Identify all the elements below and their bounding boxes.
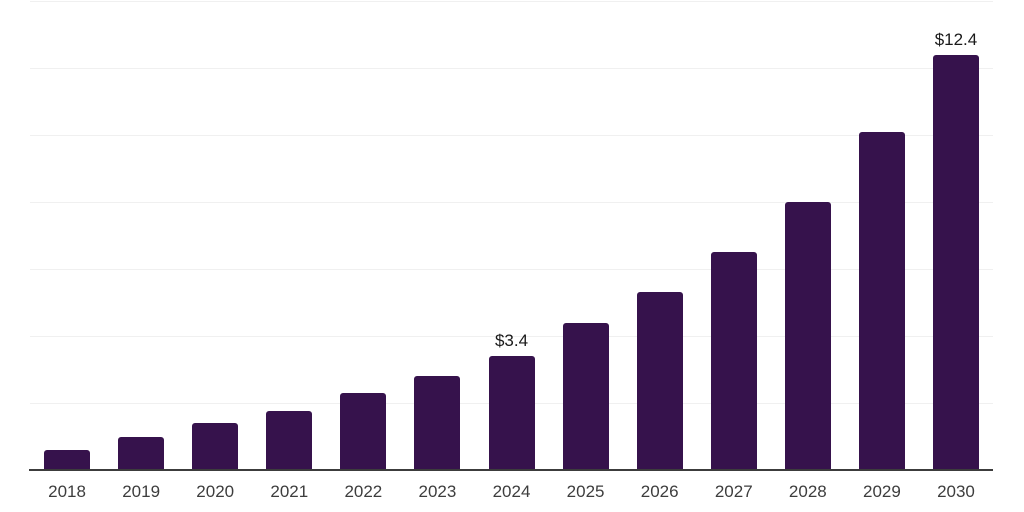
- bar-2019: [118, 436, 165, 470]
- x-tick-label-2021: 2021: [270, 482, 309, 501]
- gridline: [30, 269, 993, 270]
- x-tick-label-2018: 2018: [48, 482, 86, 501]
- bar-2023: [414, 376, 461, 470]
- bar-2029: [858, 131, 905, 470]
- bar-slot: [697, 1, 771, 470]
- gridline: [30, 202, 993, 204]
- x-tick-label-2027: 2027: [714, 482, 753, 501]
- bar-slot: [400, 1, 474, 470]
- bar-slot: [771, 1, 845, 470]
- bar-slot: [549, 1, 623, 470]
- x-tick-label-2019: 2019: [122, 482, 161, 501]
- bar-2022: [340, 392, 387, 470]
- x-tick-label-2024: 2024: [492, 482, 531, 501]
- bars-row: $3.4 $12.4: [30, 1, 993, 470]
- data-label-2024: $3.4: [494, 331, 529, 351]
- bar-2024: $3.4: [488, 332, 535, 470]
- bar-2026: [636, 292, 683, 470]
- bar-2027: [710, 252, 757, 470]
- bar-2025: [562, 322, 609, 470]
- x-tick-label-2025: 2025: [566, 482, 605, 501]
- bar-2030: $12.4: [932, 30, 979, 470]
- gridline: [30, 336, 993, 338]
- x-axis-line: [29, 469, 993, 471]
- bar-slot: [178, 1, 252, 470]
- bar-slot: [326, 1, 400, 470]
- plot-area: $3.4 $12.4: [29, 1, 993, 471]
- bar-slot: $3.4: [474, 1, 548, 470]
- bar-slot: $12.4: [919, 1, 993, 470]
- bar-2018: [44, 449, 91, 470]
- x-tick-label-2030: 2030: [937, 482, 975, 501]
- bar-2020: [192, 423, 239, 470]
- bar-2028: [784, 202, 831, 470]
- x-tick-label-2026: 2026: [640, 482, 679, 501]
- x-tick-label-2023: 2023: [418, 482, 457, 501]
- bar-2021: [266, 411, 313, 470]
- x-tick-label-2028: 2028: [788, 482, 827, 501]
- bar-slot: [623, 1, 697, 470]
- bar-slot: [845, 1, 919, 470]
- bar-slot: [104, 1, 178, 470]
- x-tick-label-2022: 2022: [344, 482, 383, 501]
- x-axis-labels: 2018 2019 2020 2021 2022 2023 2024 2025 2026 2027…: [30, 481, 993, 503]
- x-tick-label-2020: 2020: [196, 482, 235, 501]
- gridline: [30, 68, 993, 69]
- bar-slot: [252, 1, 326, 470]
- x-tick-label-2029: 2029: [862, 482, 901, 501]
- data-label-2030: $12.4: [934, 29, 978, 49]
- bar-slot: [30, 1, 104, 470]
- gridline: [30, 1, 993, 2]
- gridline: [30, 135, 993, 136]
